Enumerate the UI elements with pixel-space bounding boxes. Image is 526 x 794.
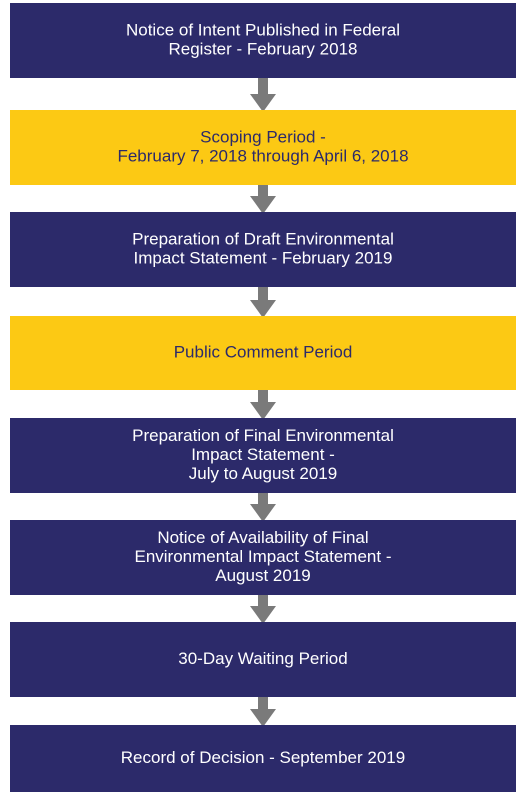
- step-box: [10, 725, 516, 792]
- arrow-shaft: [258, 185, 268, 197]
- arrow-shaft: [258, 287, 268, 301]
- step-box: [10, 110, 516, 185]
- step-label: Register - February 2018: [169, 39, 358, 58]
- arrow-head: [250, 300, 276, 318]
- step-label: Environmental Impact Statement -: [134, 547, 391, 566]
- step-box: [10, 212, 516, 287]
- arrow-shaft: [258, 697, 268, 710]
- arrow-shaft: [258, 78, 268, 95]
- step-box: [10, 622, 516, 697]
- step-label: Notice of Availability of Final: [157, 528, 368, 547]
- arrow-shaft: [258, 390, 268, 403]
- step-label: July to August 2019: [189, 464, 337, 483]
- arrow-shaft: [258, 493, 268, 505]
- step-box: [10, 418, 516, 493]
- step-box: [10, 3, 516, 78]
- arrow-head: [250, 504, 276, 522]
- arrow-head: [250, 709, 276, 727]
- step-box: [10, 520, 516, 595]
- step-label: Impact Statement - February 2019: [134, 248, 393, 267]
- arrow-head: [250, 606, 276, 624]
- arrow-head: [250, 402, 276, 420]
- step-label: Impact Statement -: [191, 445, 335, 464]
- step-label: Preparation of Draft Environmental: [132, 229, 394, 248]
- arrow-head: [250, 196, 276, 214]
- step-box: [10, 316, 516, 390]
- step-label: August 2019: [215, 566, 310, 585]
- step-label: February 7, 2018 through April 6, 2018: [117, 146, 408, 165]
- step-label: 30-Day Waiting Period: [178, 649, 347, 668]
- step-label: Preparation of Final Environmental: [132, 426, 394, 445]
- step-label: Public Comment Period: [174, 342, 353, 361]
- step-label: Scoping Period -: [200, 127, 326, 146]
- step-label: Record of Decision - September 2019: [121, 748, 405, 767]
- step-label: Notice of Intent Published in Federal: [126, 20, 400, 39]
- arrow-head: [250, 94, 276, 112]
- arrow-shaft: [258, 595, 268, 607]
